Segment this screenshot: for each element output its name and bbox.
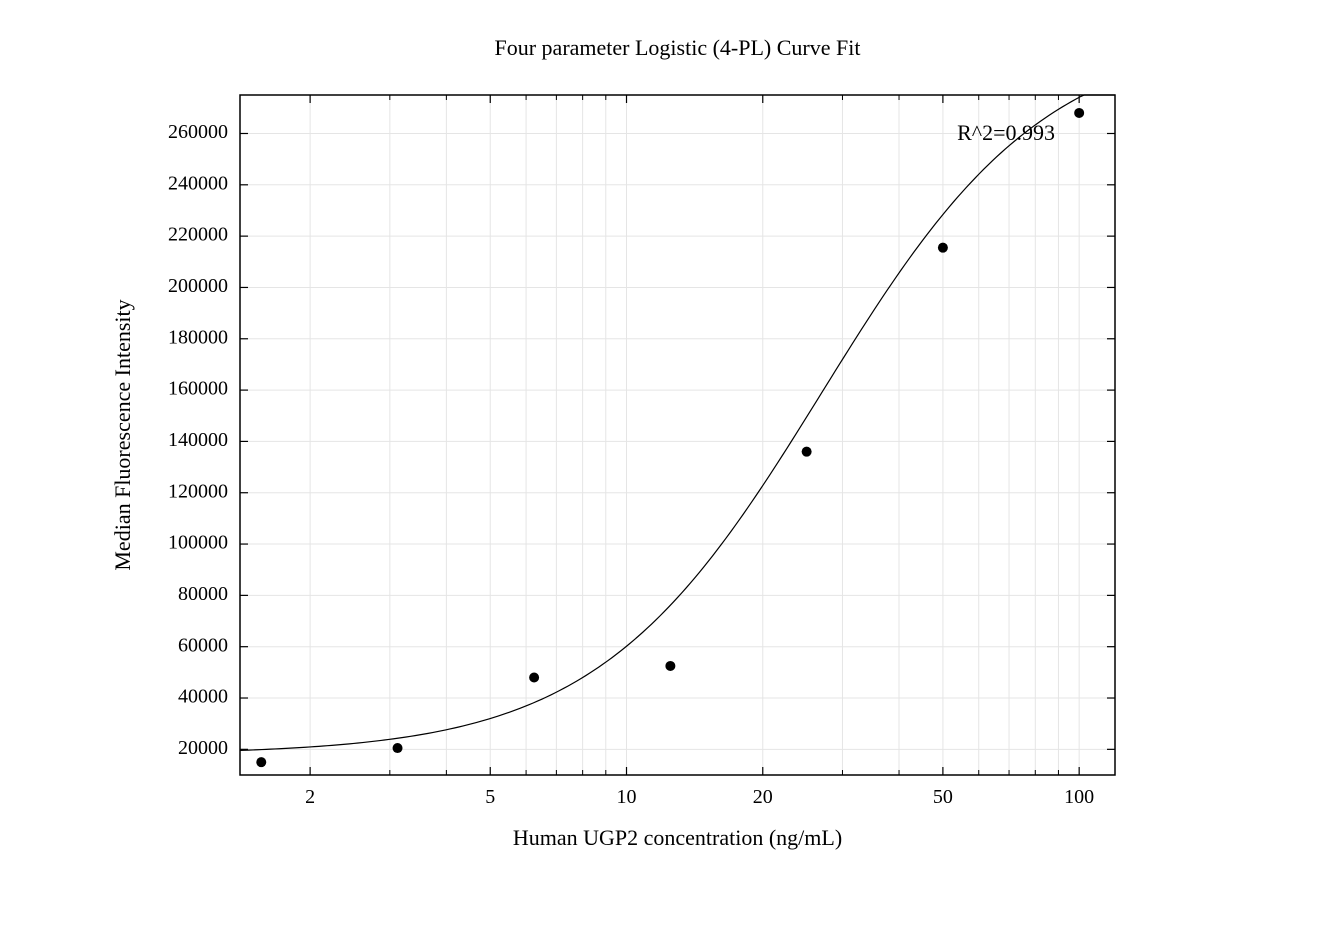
y-tick-label: 40000 xyxy=(178,686,228,708)
y-tick-label: 120000 xyxy=(168,480,228,502)
grid xyxy=(240,95,1115,775)
y-tick-label: 260000 xyxy=(168,121,228,143)
data-point xyxy=(529,672,539,682)
y-tick-label: 160000 xyxy=(168,378,228,400)
x-tick-label: 50 xyxy=(933,786,953,808)
y-axis-label: Median Fluorescence Intensity xyxy=(110,299,135,570)
tick-labels: 20000 40000 60000 80000 100000 120000 140000 16… xyxy=(168,121,1094,808)
x-tick-label: 2 xyxy=(305,786,315,808)
x-tick-label: 20 xyxy=(753,786,773,808)
data-point xyxy=(393,743,403,753)
data-point xyxy=(938,243,948,253)
y-tick-label: 240000 xyxy=(168,172,228,194)
chart-title: Four parameter Logistic (4-PL) Curve Fit xyxy=(495,35,861,60)
data-point xyxy=(1074,108,1084,118)
y-tick-label: 180000 xyxy=(168,326,228,348)
y-tick-label: 200000 xyxy=(168,275,228,297)
x-tick-label: 100 xyxy=(1064,786,1094,808)
y-tick-label: 80000 xyxy=(178,583,228,605)
ticks xyxy=(240,95,1115,775)
x-axis-label: Human UGP2 concentration (ng/mL) xyxy=(513,825,842,850)
data-point xyxy=(256,757,266,767)
plot-border xyxy=(240,95,1115,775)
chart-container: 20000 40000 60000 80000 100000 120000 140000 16… xyxy=(0,0,1338,929)
data-points xyxy=(256,108,1084,767)
data-point xyxy=(802,447,812,457)
y-tick-label: 100000 xyxy=(168,532,228,554)
y-tick-label: 220000 xyxy=(168,224,228,246)
data-point xyxy=(665,661,675,671)
y-tick-label: 20000 xyxy=(178,737,228,759)
x-tick-label: 5 xyxy=(485,786,495,808)
y-tick-label: 60000 xyxy=(178,634,228,656)
chart-svg: 20000 40000 60000 80000 100000 120000 140000 16… xyxy=(0,0,1338,929)
x-tick-label: 10 xyxy=(617,786,637,808)
r-squared-annotation: R^2=0.993 xyxy=(957,120,1055,145)
fit-curve xyxy=(240,95,1115,750)
y-tick-label: 140000 xyxy=(168,429,228,451)
